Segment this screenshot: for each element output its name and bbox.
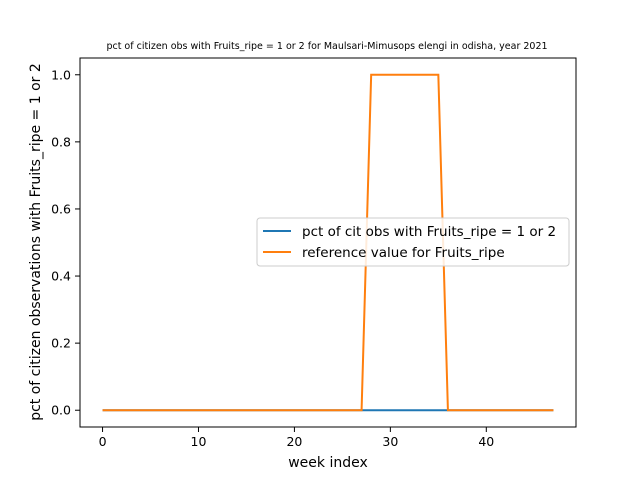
legend-label-reference-value: reference value for Fruits_ripe [302, 245, 505, 261]
legend-label-pct-of-cit-obs: pct of cit obs with Fruits_ripe = 1 or 2 [302, 224, 556, 240]
plot-border [79, 57, 577, 428]
y-axis: 0.0 0.2 0.4 0.6 0.8 1.0 [51, 67, 80, 418]
x-tick-label: 0 [99, 434, 107, 449]
legend-box [256, 217, 570, 267]
y-tick-label: 0.0 [51, 403, 71, 418]
y-axis-label: pct of citizen observations with Fruits_… [28, 63, 44, 421]
series-line-1 [102, 73, 554, 412]
y-tick-label: 0.6 [51, 201, 71, 216]
x-tick-label: 30 [382, 434, 398, 449]
y-tick-label: 0.2 [51, 336, 71, 351]
series-layer [102, 73, 554, 412]
chart-title: pct of citizen obs with Fruits_ripe = 1 … [106, 41, 547, 52]
y-tick-label: 0.4 [51, 269, 71, 284]
x-tick-label: 20 [286, 434, 302, 449]
legend: pct of cit obs with Fruits_ripe = 1 or 2… [256, 217, 570, 267]
x-tick-label: 10 [191, 434, 207, 449]
x-axis-label: week index [288, 455, 368, 471]
x-axis: 0 10 20 30 40 [99, 427, 494, 449]
x-tick-label: 40 [478, 434, 494, 449]
y-tick-label: 1.0 [51, 67, 71, 82]
y-tick-label: 0.8 [51, 134, 71, 149]
